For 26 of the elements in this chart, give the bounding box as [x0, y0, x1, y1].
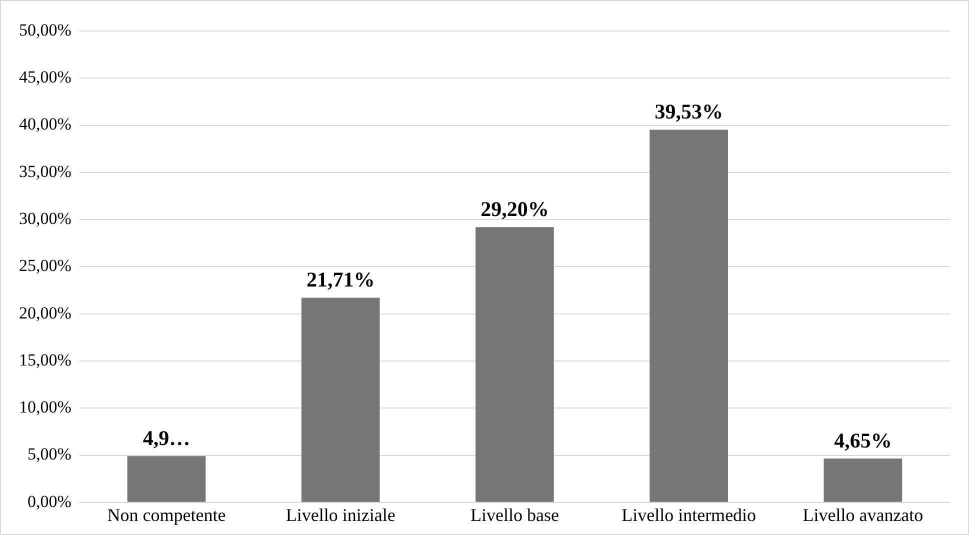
- y-tick-label: 45,00%: [18, 68, 72, 87]
- bar: [476, 227, 554, 502]
- data-label: 29,20%: [480, 197, 549, 222]
- data-label: 39,53%: [654, 100, 723, 124]
- y-tick-label: 40,00%: [18, 114, 72, 134]
- y-tick-label: 50,00%: [18, 20, 72, 40]
- y-tick-label: 25,00%: [18, 256, 72, 276]
- bar: [824, 458, 902, 502]
- y-tick-label: 15,00%: [18, 350, 72, 370]
- y-tick-label: 35,00%: [18, 162, 72, 181]
- data-label: 4,65%: [834, 428, 892, 452]
- y-tick-label: 30,00%: [18, 209, 72, 228]
- x-tick-label: Livello iniziale: [286, 504, 396, 525]
- bar: [650, 130, 728, 502]
- y-tick-label: 20,00%: [18, 303, 72, 322]
- x-tick-label: Livello avanzato: [802, 504, 924, 525]
- x-tick-label: Livello base: [470, 504, 559, 525]
- data-label: 4,9…: [142, 426, 190, 450]
- data-label: 21,71%: [306, 268, 375, 292]
- bar: [127, 456, 206, 502]
- x-tick-label: Livello intermedio: [622, 504, 756, 525]
- y-tick-label: 0,00%: [27, 492, 72, 511]
- y-tick-label: 10,00%: [18, 398, 72, 417]
- x-tick-label: Non competente: [107, 504, 226, 525]
- y-tick-label: 5,00%: [27, 444, 72, 464]
- bar: [301, 298, 380, 502]
